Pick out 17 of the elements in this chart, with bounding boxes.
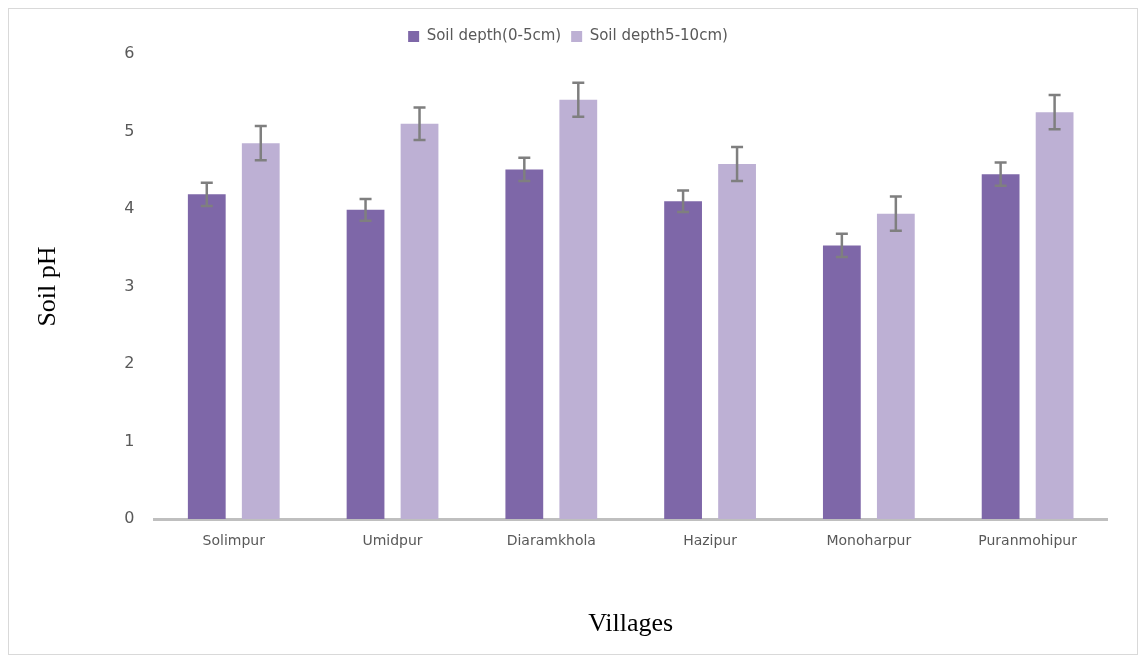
x-tick-label: Monoharpur [826,532,912,549]
y-tick-label: 4 [124,198,135,218]
legend-label: Soil depth5-10cm) [589,26,728,45]
legend-label: Soil depth(0-5cm) [426,26,562,45]
x-tick-label: Hazipur [683,532,738,549]
y-axis-title: Soil pH [32,246,62,327]
y-tick-label: 2 [124,353,135,373]
y-tick-label: 6 [124,43,135,63]
y-tick-label: 5 [124,120,135,140]
x-tick-label: Diaramkhola [506,532,596,549]
x-tick-label: Umidpur [362,532,423,549]
y-tick-label: 0 [124,508,135,528]
x-tick-label: Solimpur [202,532,266,549]
y-tick-label: 1 [124,430,135,450]
x-tick-label: Puranmohipur [978,532,1078,549]
y-tick-label: 3 [124,275,135,295]
x-axis-title: Villages [588,608,674,638]
